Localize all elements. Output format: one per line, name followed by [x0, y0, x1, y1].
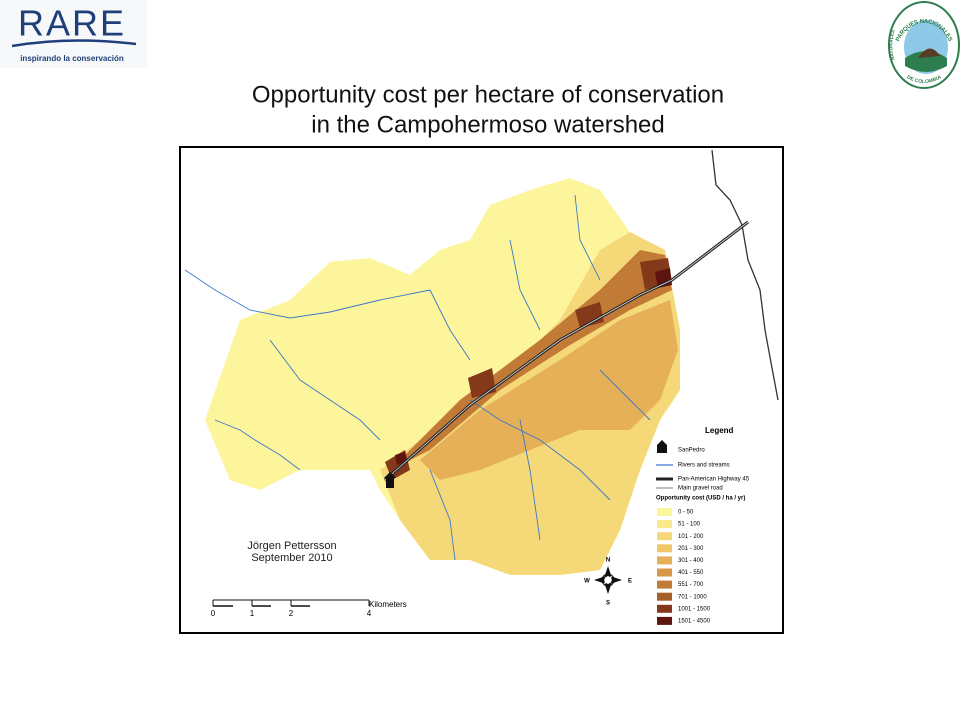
partner-bear	[918, 48, 940, 58]
scale-label: 2	[289, 609, 294, 618]
map-title-line: Opportunity cost per hectare of conserva…	[252, 81, 724, 108]
scale-label: 0	[211, 609, 216, 618]
river	[469, 399, 611, 501]
compass-w: W	[584, 579, 590, 585]
river	[429, 289, 471, 361]
legend-class-label: 101 - 200	[678, 534, 704, 540]
logo-text: RARE	[18, 3, 126, 44]
author: Jörgen Pettersson	[247, 540, 336, 552]
legend-swatch	[657, 508, 672, 516]
legend-feature: Main gravel road	[678, 486, 723, 492]
river	[184, 269, 431, 319]
legend-swatch	[657, 616, 672, 625]
river	[519, 419, 541, 541]
partner-logo: PARQUES NACIONALES NATURALES DE COLOMBIA	[888, 1, 960, 89]
legend-swatch	[657, 580, 672, 589]
partner-text-side-path: NATURALES	[889, 29, 897, 61]
partner-text-bottom: DE COLOMBIA	[905, 74, 942, 85]
compass-s: S	[606, 601, 610, 607]
legend-class-label: 301 - 400	[678, 558, 704, 564]
partner-text-bottom-path: DE COLOMBIA	[905, 74, 942, 85]
legend-class-label: 51 - 100	[678, 522, 701, 528]
river	[599, 369, 651, 421]
legend-swatch	[657, 544, 672, 553]
river	[509, 239, 541, 331]
logo-box	[0, 0, 147, 68]
river	[574, 194, 601, 281]
legend-swatch	[657, 556, 672, 565]
river	[269, 339, 381, 441]
river	[429, 469, 456, 561]
map-title-line: in the Campohermoso watershed	[311, 111, 665, 138]
compass-rose	[594, 566, 622, 594]
zone-very-high	[385, 258, 672, 480]
legend-swatch	[657, 592, 672, 601]
logo-swoosh	[11, 39, 137, 48]
legend-class-label: 701 - 1000	[678, 594, 707, 600]
legend-class-label: 0 - 50	[678, 510, 694, 516]
river	[214, 419, 301, 471]
compass: N E S W	[584, 558, 632, 607]
legend-feature: Rivers and streams	[678, 463, 730, 469]
compass-n: N	[606, 558, 610, 564]
legend-symbol-town	[657, 440, 667, 453]
legend-feature: SanPedro	[678, 448, 705, 454]
date: September 2010	[251, 552, 332, 564]
gravel-road	[711, 149, 779, 401]
compass-e: E	[628, 579, 632, 585]
compass-ring	[601, 573, 615, 587]
sanpedro-marker	[384, 472, 396, 488]
legend: Legend SanPedro Rivers and streams Pan-A…	[656, 426, 750, 625]
logo-tagline: inspirando la conservación	[20, 54, 124, 63]
legend-class-label: 1501 - 4500	[678, 618, 711, 624]
legend-class-label: 201 - 300	[678, 546, 704, 552]
legend-swatch	[657, 532, 672, 541]
scale-label: 4	[367, 609, 372, 618]
scale-unit: Kilometers	[369, 600, 407, 609]
rivers	[184, 194, 651, 561]
legend-feature: Pan-American Highway 45	[678, 477, 750, 483]
scale-label: 1	[250, 609, 255, 618]
legend-swatch	[657, 520, 672, 529]
legend-cost-title: Opportunity cost (USD / ha / yr)	[656, 496, 745, 502]
legend-title: Legend	[705, 426, 734, 435]
partner-text-side: NATURALES	[889, 29, 897, 61]
highway-center	[384, 221, 749, 481]
legend-class-label: 401 - 550	[678, 570, 704, 576]
legend-swatch	[657, 604, 672, 613]
legend-swatch	[657, 568, 672, 577]
zone-mid-high	[420, 300, 678, 480]
legend-class-label: 1001 - 1500	[678, 606, 711, 612]
legend-class-label: 551 - 700	[678, 582, 704, 588]
